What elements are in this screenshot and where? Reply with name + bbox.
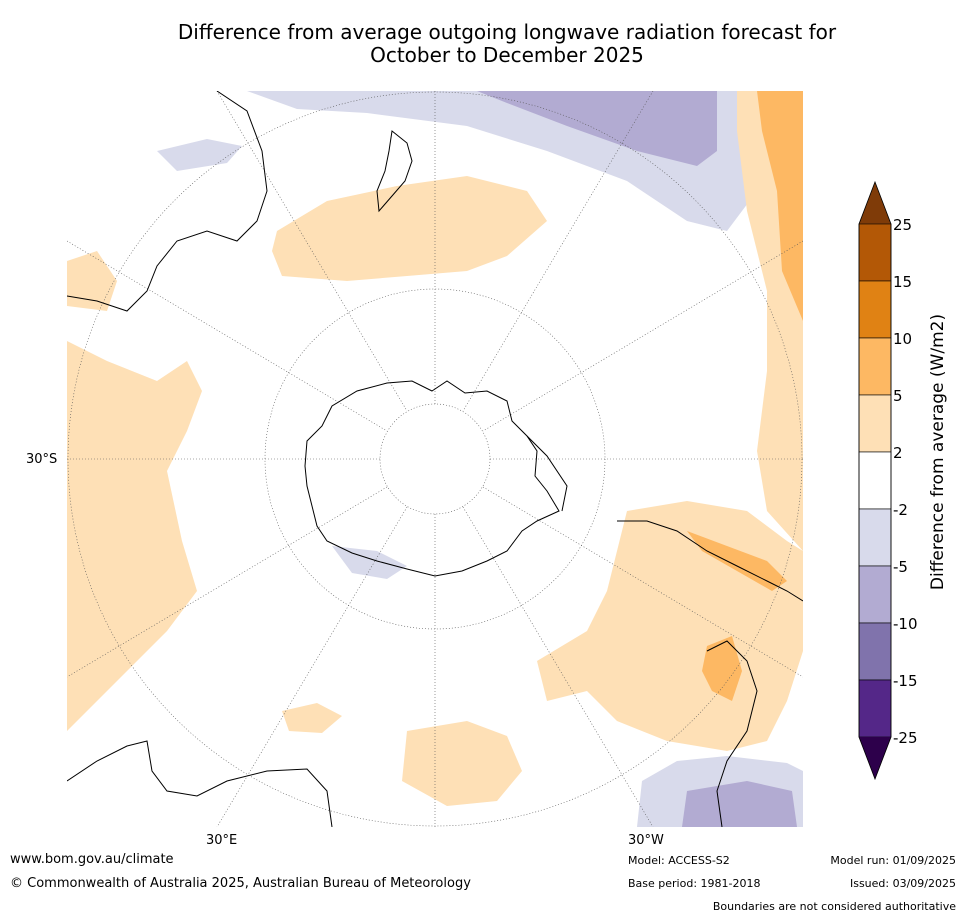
- chart-title: Difference from average outgoing longwav…: [0, 21, 965, 67]
- colorbar-swatch: [858, 280, 892, 339]
- colorbar-label: Difference from average (W/m2): [928, 314, 948, 590]
- copyright-text: © Commonwealth of Australia 2025, Austra…: [10, 876, 471, 891]
- website-link[interactable]: www.bom.gov.au/climate: [10, 852, 174, 867]
- anomaly-region-neg-pacific-core: [477, 91, 717, 166]
- colorbar-swatch: [858, 622, 892, 681]
- south-america-coastline: [617, 520, 803, 827]
- colorbar-swatch: [858, 223, 892, 282]
- colorbar-tick-label: 25: [893, 216, 912, 234]
- colorbar-extend-min: [859, 737, 891, 779]
- colorbar-tick-label: -2: [893, 501, 908, 519]
- anomaly-region-neg-indian: [157, 139, 242, 171]
- base-period: Base period: 1981-2018: [628, 877, 761, 890]
- anomaly-region-pos-south-pacific: [272, 176, 547, 281]
- title-line-1: Difference from average outgoing longwav…: [177, 20, 837, 44]
- anomaly-region-pos-andes: [687, 531, 787, 591]
- colorbar-swatch: [858, 337, 892, 396]
- olr-anomaly-map: [67, 91, 803, 827]
- africa-coastline: [67, 740, 333, 827]
- coastlines: [67, 91, 803, 827]
- colorbar-ticks: 25 15 10 5 2 -2 -5 -10 -15 -25: [893, 216, 918, 747]
- model-name: Model: ACCESS-S2: [628, 854, 730, 867]
- lon-label-30w: 30°W: [628, 833, 664, 848]
- issued-date: Issued: 03/09/2025: [849, 877, 956, 890]
- colorbar-tick-label: 10: [893, 330, 912, 348]
- anomaly-region-pos-east-pacific-mid: [757, 91, 803, 321]
- anomaly-region-neg-africa-core: [682, 781, 797, 827]
- lat-label-30s: 30°S: [26, 452, 58, 467]
- colorbar: 25 15 10 5 2 -2 -5 -10 -15 -25 Difference from av…: [858, 180, 948, 781]
- anomaly-region-neg-weddell: [332, 546, 407, 579]
- colorbar-swatch: [858, 565, 892, 624]
- colorbar-tick-label: 2: [893, 444, 903, 462]
- anomaly-region-pos-atlantic-b: [402, 721, 522, 806]
- colorbar-swatches: [858, 180, 892, 781]
- graticule: [67, 91, 803, 827]
- anomaly-region-pos-west-indian: [67, 341, 202, 731]
- anomaly-region-pos-indian-west: [67, 251, 117, 311]
- australia-coastline: [67, 91, 268, 312]
- antarctica-coastline: [304, 380, 560, 577]
- colorbar-extend-max: [859, 182, 891, 224]
- antarctic-peninsula-coastline: [526, 435, 568, 512]
- lon-label-30e: 30°E: [206, 833, 238, 848]
- boundary-disclaimer: Boundaries are not considered authoritat…: [712, 900, 956, 913]
- colorbar-tick-label: -10: [893, 615, 918, 633]
- anomaly-region-pos-amazon: [702, 636, 742, 701]
- colorbar-tick-label: -5: [893, 558, 908, 576]
- colorbar-tick-label: -25: [893, 729, 918, 747]
- colorbar-tick-label: 5: [893, 387, 903, 405]
- colorbar-tick-label: -15: [893, 672, 918, 690]
- colorbar-swatch: [858, 508, 892, 567]
- colorbar-swatch: [858, 679, 892, 738]
- title-line-2: October to December 2025: [370, 43, 644, 67]
- colorbar-swatch: [858, 394, 892, 453]
- anomaly-region-pos-atlantic-a: [282, 703, 342, 733]
- model-run-date: Model run: 01/09/2025: [830, 854, 956, 867]
- colorbar-tick-label: 15: [893, 273, 912, 291]
- colorbar-swatch: [858, 451, 892, 510]
- new-zealand-coastline: [376, 130, 413, 213]
